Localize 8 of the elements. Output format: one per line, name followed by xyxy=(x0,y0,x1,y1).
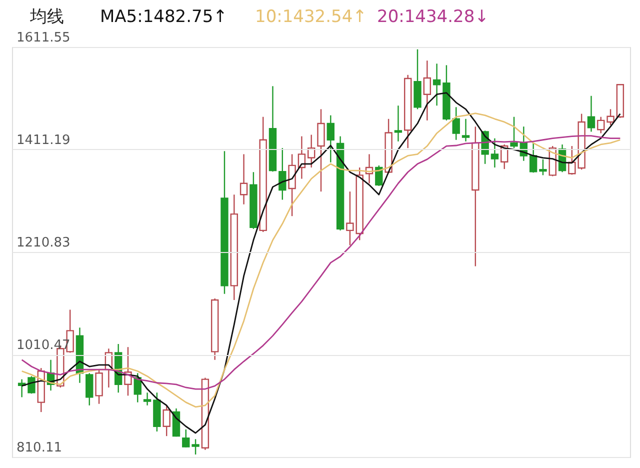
y-tick-label: 1210.83 xyxy=(16,236,70,250)
text: 10:1432.54↑ xyxy=(255,7,367,27)
text: MA5:1482.75↑ xyxy=(100,7,228,27)
y-tick-label: 1611.55 xyxy=(16,30,70,46)
text: 均线 xyxy=(29,7,64,27)
y-tick-label: 1411.19 xyxy=(16,133,70,148)
text: 20:1434.28↓ xyxy=(377,7,489,27)
y-tick-label: 810.11 xyxy=(16,440,62,456)
